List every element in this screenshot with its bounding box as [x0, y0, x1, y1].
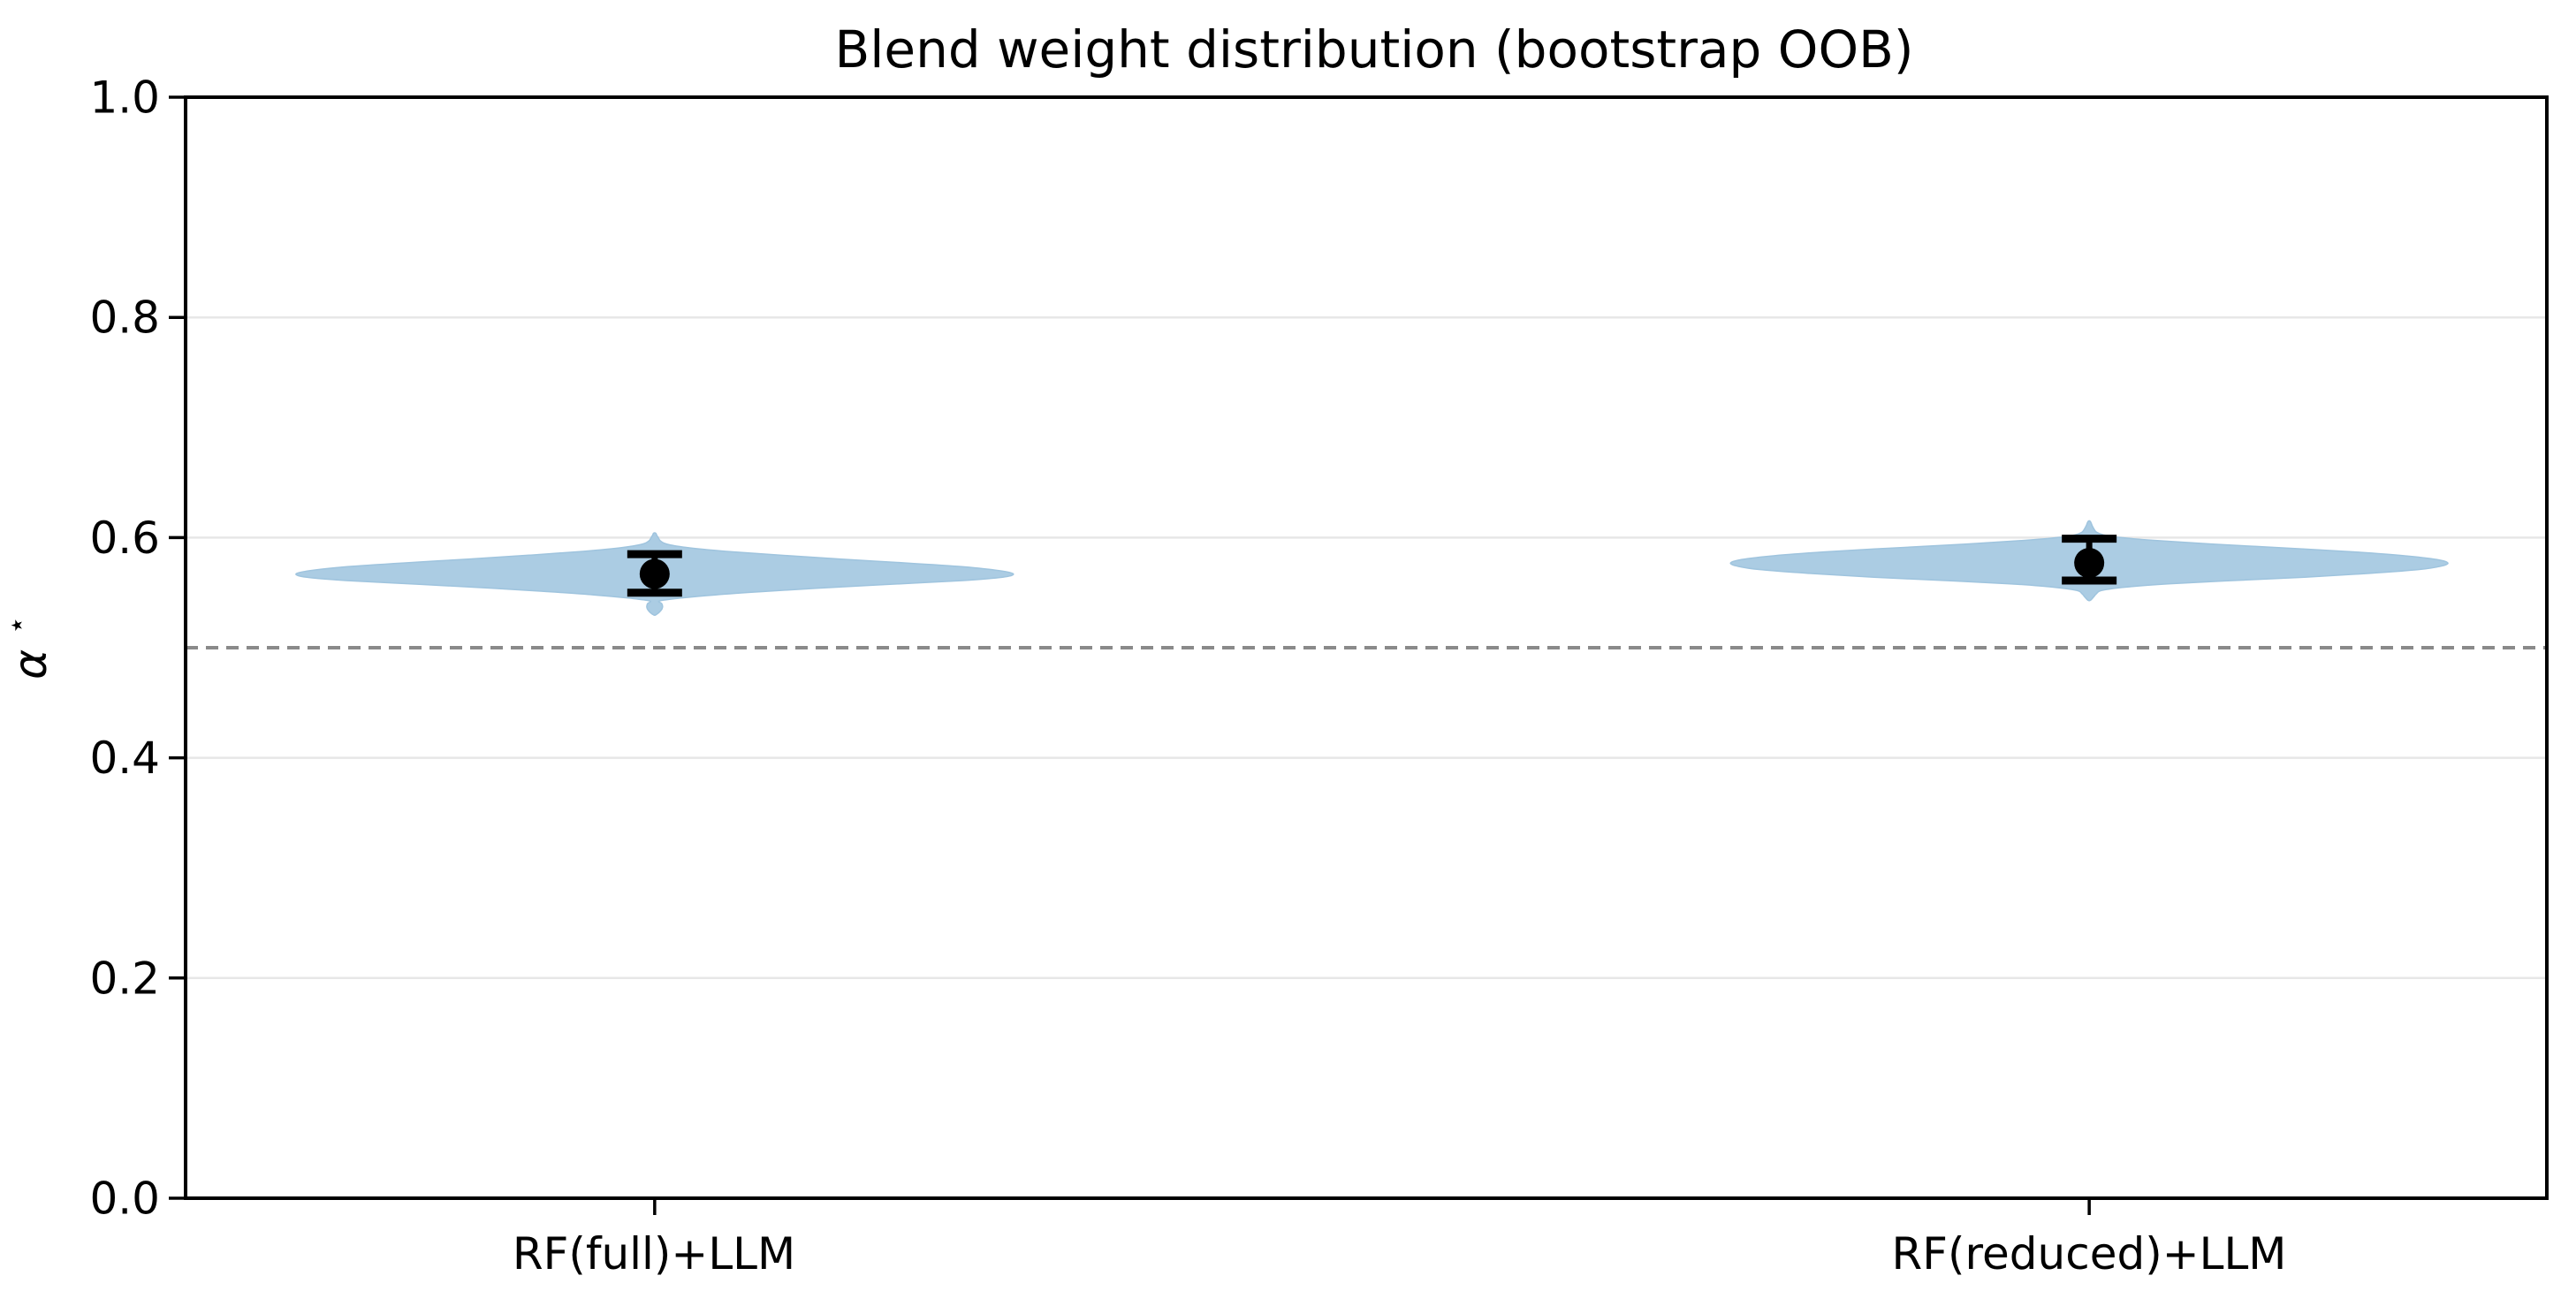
y-tick-label-0.4: 0.4: [89, 733, 160, 784]
mean-marker-rf-full-llm: [639, 558, 670, 589]
y-tick-label-0.0: 0.0: [89, 1173, 160, 1225]
x-tick-label-rf-reduced-llm: RF(reduced)+LLM: [1892, 1228, 2287, 1280]
x-tick-label-rf-full-llm: RF(full)+LLM: [513, 1228, 795, 1280]
y-tick-label-0.6: 0.6: [89, 513, 160, 564]
y-axis-label-base: α: [4, 649, 57, 680]
violins: [295, 520, 2449, 617]
mean-marker-rf-reduced-llm: [2074, 548, 2105, 579]
error-bar-rf-full-llm: [627, 550, 682, 597]
y-axis-label-superscript: ⋆: [0, 616, 34, 634]
y-axis-label: α ⋆: [0, 616, 57, 680]
error-bar-rf-reduced-llm: [2062, 535, 2117, 585]
y-tick-label-0.2: 0.2: [89, 953, 160, 1004]
chart-title: Blend weight distribution (bootstrap OOB…: [834, 19, 1913, 80]
axis-ticks: [169, 95, 2091, 1215]
y-tick-label-0.8: 0.8: [89, 292, 160, 344]
y-tick-label-1.0: 1.0: [89, 72, 160, 124]
mean-markers: [627, 535, 2117, 597]
plot-border: [184, 95, 2549, 1200]
y-tick-labels: 0.0 0.2 0.4 0.6 0.8 1.0: [89, 72, 160, 1225]
gridlines: [186, 315, 2547, 980]
x-tick-labels: RF(full)+LLM RF(reduced)+LLM: [513, 1228, 2287, 1280]
